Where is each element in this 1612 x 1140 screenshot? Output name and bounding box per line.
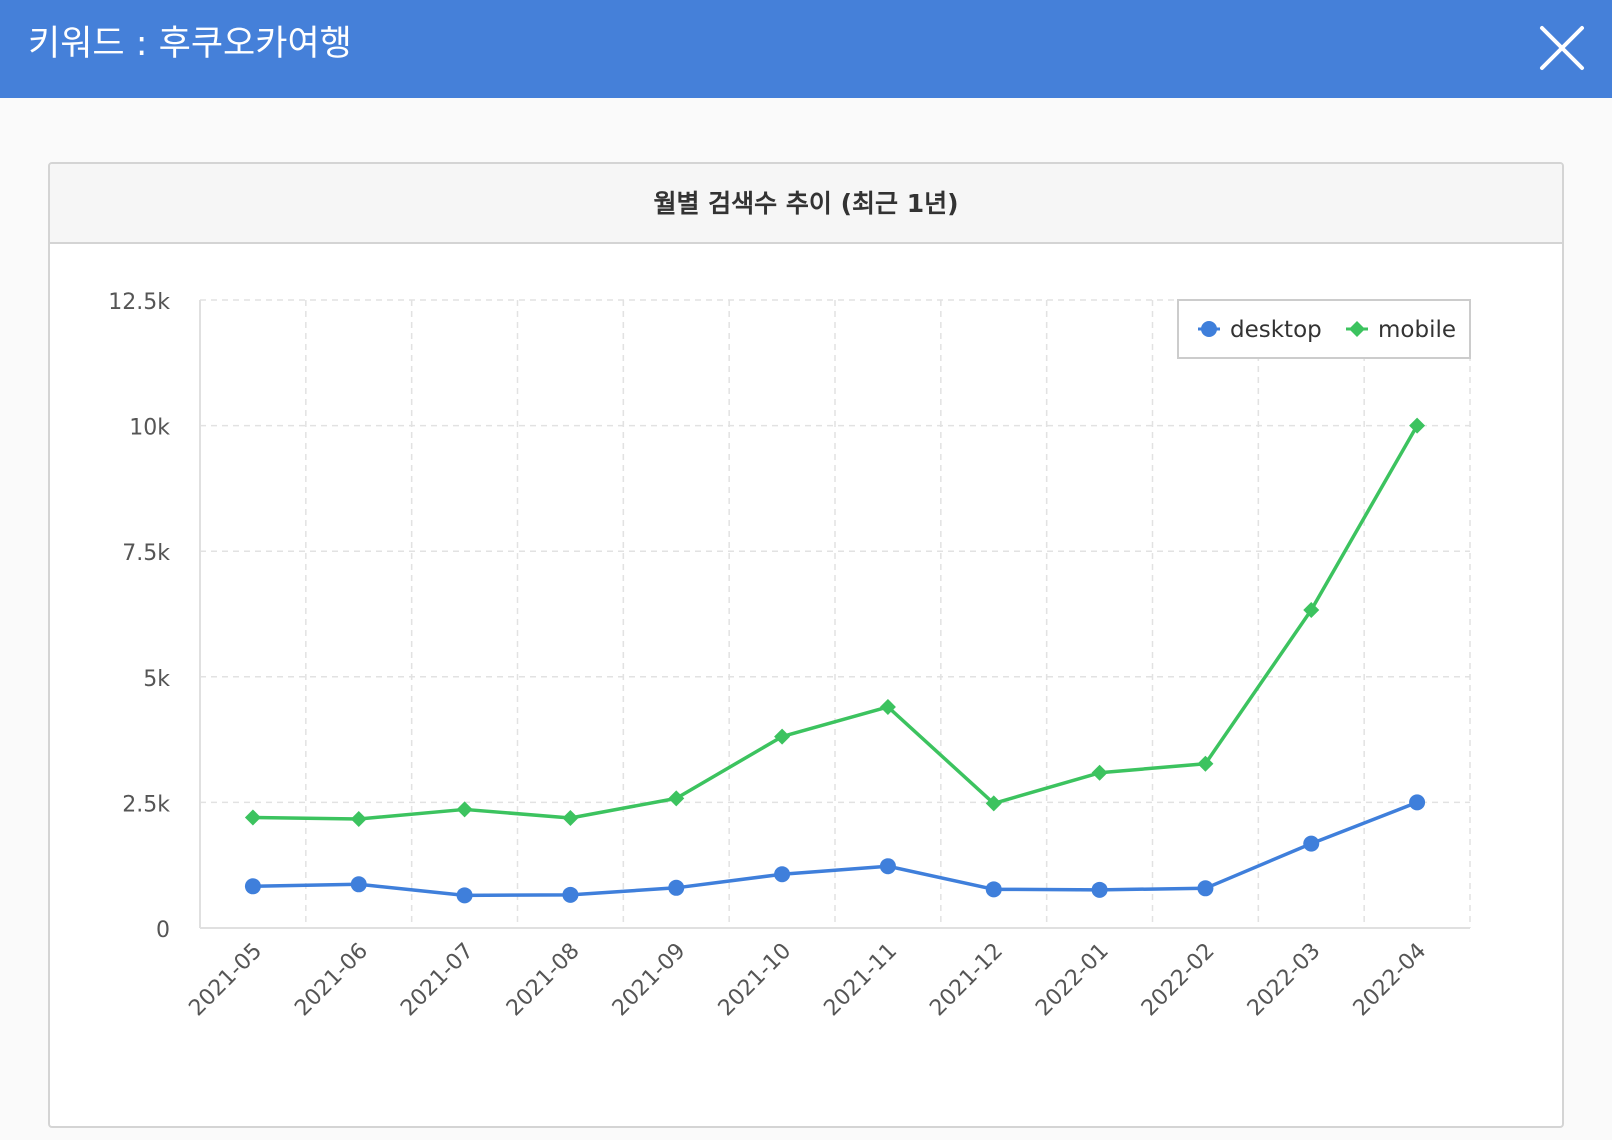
grid [200,299,1471,928]
y-tick-label: 10k [129,416,170,441]
mobile-point [879,698,896,715]
legend-box [1177,299,1471,359]
desktop-point [562,886,579,903]
desktop-point [774,866,791,883]
x-tick-label: 2022-02 [1137,939,1220,1022]
card-header: 월별 검색수 추이 (최근 1년) [50,164,1562,244]
x-tick-label: 2021-05 [184,939,267,1022]
mobile-point [1091,764,1108,781]
y-tick-label: 5k [143,667,170,692]
desktop-line [252,800,1418,898]
series [244,417,1426,904]
mobile-point [1303,601,1320,618]
x-tick-label: 2022-03 [1243,939,1326,1022]
desktop-point [985,881,1002,898]
mobile-point [562,809,579,826]
y-tick-label: 2.5k [122,792,170,817]
desktop-point [1409,794,1426,811]
x-tick-label: 2021-10 [714,939,797,1022]
close-icon [1540,26,1584,70]
y-tick-label: 0 [156,918,170,943]
close-button[interactable] [1532,18,1592,78]
modal-header: 키워드 : 후쿠오카여행 [0,0,1612,98]
y-tick-label: 12.5k [108,290,170,315]
mobile-point [774,728,791,745]
x-tick-label: 2021-11 [819,939,902,1022]
header-title: 키워드 : 후쿠오카여행 [28,24,352,64]
x-tick-label: 2022-04 [1349,939,1432,1022]
axes: 0 2.5k 5k 7.5k 10k 12.5k 2021-05 2021-06 2021-07… [108,290,1470,1021]
desktop-point [244,878,261,895]
mobile-point [668,790,685,807]
mobile-point [1409,417,1426,434]
line-chart: 0 2.5k 5k 7.5k 10k 12.5k 2021-05 2021-06 2021-07… [108,290,1471,1021]
desktop-point [1091,881,1108,898]
x-tick-label: 2021-08 [502,939,585,1022]
x-tick-label: 2021-12 [925,939,1008,1022]
mobile-point [244,809,261,826]
chart-area: 0 2.5k 5k 7.5k 10k 12.5k 2021-05 2021-06 2021-07… [50,244,1562,1126]
x-tick-label: 2022-01 [1031,939,1114,1022]
legend-label-mobile: mobile [1378,317,1456,343]
desktop-point [1303,835,1320,852]
desktop-point [879,858,896,875]
desktop-point [350,876,367,893]
mobile-line [252,424,1419,821]
x-tick-label: 2021-09 [608,939,691,1022]
x-tick-label: 2021-06 [290,939,373,1022]
y-tick-label: 7.5k [122,541,170,566]
desktop-point [668,879,685,896]
card-title: 월별 검색수 추이 (최근 1년) [653,189,959,218]
mobile-point [350,810,367,827]
legend-label-desktop: desktop [1230,317,1322,343]
legend-marker-desktop [1201,321,1217,337]
desktop-point [1197,880,1214,897]
mobile-point [1197,755,1214,772]
desktop-point [456,887,473,904]
legend[interactable]: desktop mobile [1177,299,1471,359]
x-tick-label: 2021-07 [396,939,479,1022]
mobile-point [456,801,473,818]
legend-item-desktop[interactable]: desktop [1198,317,1322,343]
mobile-point [985,795,1002,812]
chart-card: 월별 검색수 추이 (최근 1년) 0 2.5k 5k 7.5k 10k 12.5k 202… [48,162,1564,1128]
legend-item-mobile[interactable]: mobile [1346,317,1456,343]
legend-marker-mobile [1349,321,1365,337]
